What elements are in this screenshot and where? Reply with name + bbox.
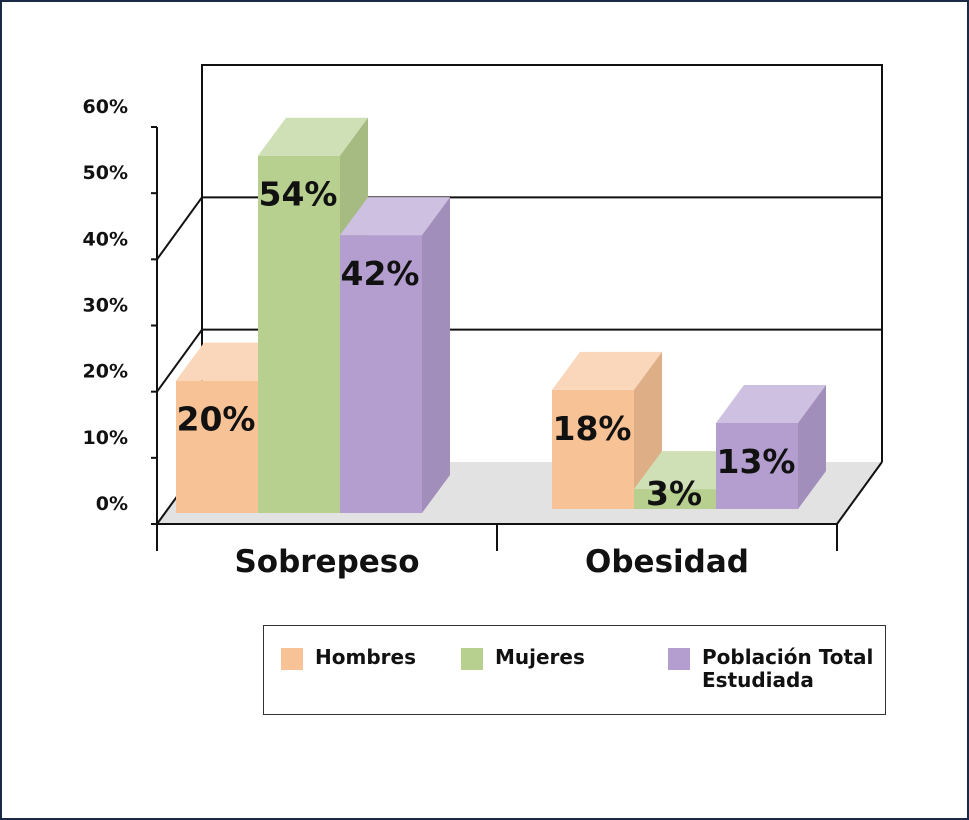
legend-label-poblacion: Población Total Estudiada: [702, 646, 878, 692]
y-tick-label: 40%: [83, 228, 128, 250]
legend-item-mujeres: Mujeres: [461, 646, 585, 670]
data-label: 3%: [646, 474, 702, 513]
legend-item-poblacion: Población Total Estudiada: [668, 646, 878, 692]
bar: [552, 390, 634, 509]
y-tick-label: 20%: [83, 361, 128, 383]
y-tick-label: 50%: [83, 162, 128, 184]
category-label: Sobrepeso: [234, 544, 419, 580]
gridline-side: [157, 197, 202, 259]
legend-label-hombres: Hombres: [315, 646, 416, 669]
data-label: 13%: [717, 442, 796, 481]
data-label: 18%: [553, 409, 632, 448]
y-tick-label: 30%: [83, 295, 128, 317]
bar-side: [422, 197, 450, 513]
data-label: 54%: [259, 175, 338, 214]
y-tick-label: 10%: [83, 427, 128, 449]
y-tick-label: 60%: [83, 96, 128, 118]
legend-label-mujeres: Mujeres: [495, 646, 585, 669]
data-label: 20%: [177, 400, 256, 439]
data-label: 42%: [341, 254, 420, 293]
legend-swatch-mujeres: [461, 648, 483, 670]
legend-item-hombres: Hombres: [281, 646, 416, 670]
legend-swatch-hombres: [281, 648, 303, 670]
legend-swatch-poblacion: [668, 648, 690, 670]
legend: Hombres Mujeres Población Total Estudiad…: [263, 625, 886, 715]
y-tick-label: 0%: [96, 493, 128, 515]
category-label: Obesidad: [585, 544, 749, 580]
